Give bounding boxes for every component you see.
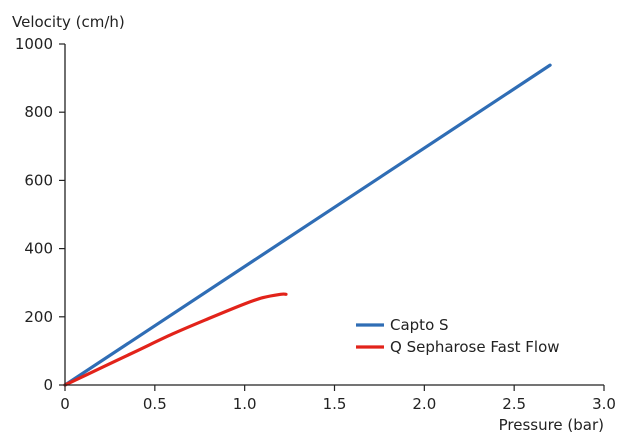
x-tick-label: 0: [60, 395, 70, 413]
x-tick-label: 2.5: [502, 395, 526, 413]
x-tick-label: 0.5: [143, 395, 167, 413]
plot-area: [63, 63, 552, 387]
series-line-2: [63, 292, 288, 387]
y-axis: 0 200 400 600 800 1000: [15, 35, 65, 394]
y-tick-label: 400: [24, 240, 53, 258]
series-line-1: [63, 63, 552, 387]
legend-label: Capto S: [390, 316, 449, 334]
y-axis-title: Velocity (cm/h): [12, 13, 125, 31]
y-tick-label: 0: [43, 376, 53, 394]
y-tick-label: 200: [24, 308, 53, 326]
x-tick-label: 1.0: [233, 395, 257, 413]
y-tick-label: 600: [24, 171, 53, 189]
y-tick-label: 1000: [15, 35, 53, 53]
x-tick-label: 1.5: [323, 395, 347, 413]
x-tick-label: 2.0: [412, 395, 436, 413]
x-axis-title: Pressure (bar): [499, 416, 604, 434]
legend: Capto S Q Sepharose Fast Flow: [356, 316, 560, 356]
x-tick-label: 3.0: [592, 395, 616, 413]
legend-label: Q Sepharose Fast Flow: [390, 338, 560, 356]
x-axis: 0 0.5 1.0 1.5 2.0 2.5 3.0: [60, 385, 616, 413]
y-tick-label: 800: [24, 103, 53, 121]
